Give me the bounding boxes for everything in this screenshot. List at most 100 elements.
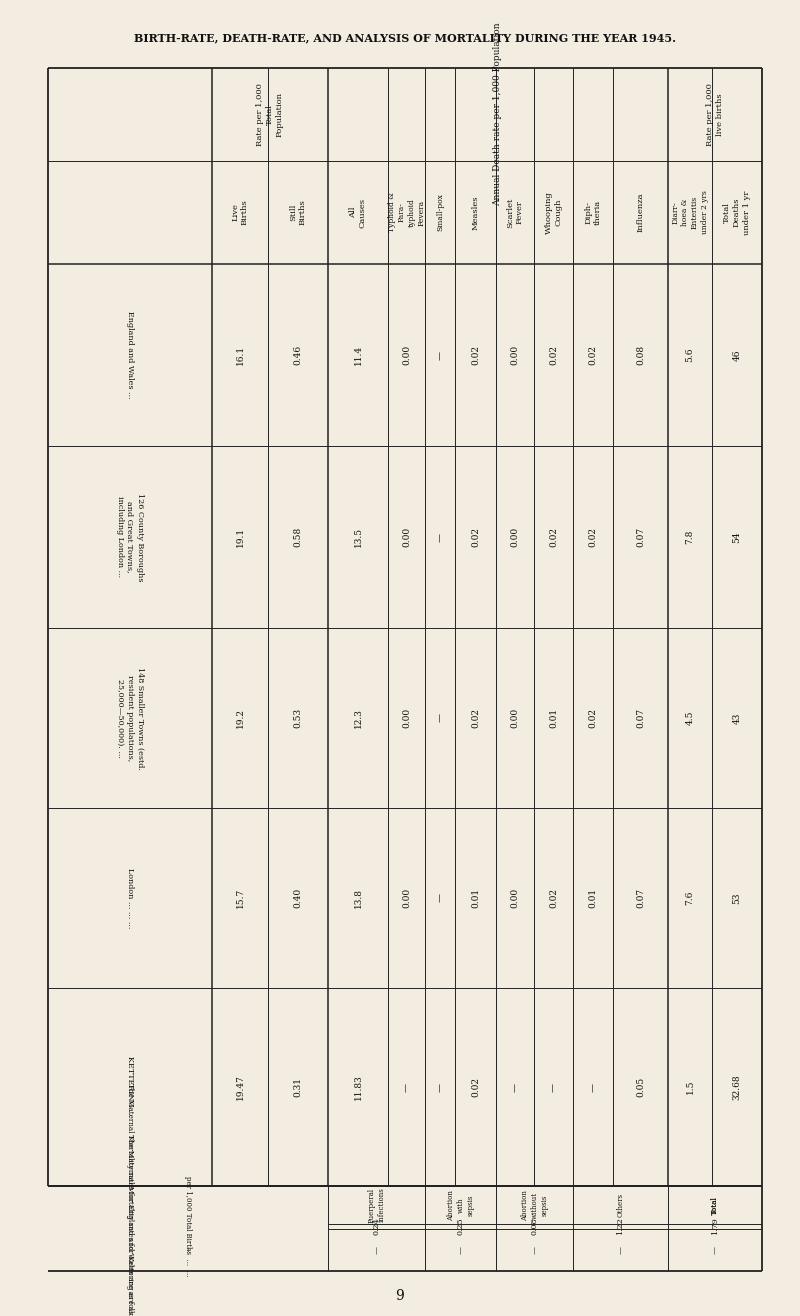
Text: Rate per 1,000
live births: Rate per 1,000 live births — [706, 83, 724, 146]
Text: 0.00: 0.00 — [402, 526, 411, 547]
Text: —: — — [530, 1246, 538, 1254]
Text: Puerperal
infections: Puerperal infections — [368, 1187, 386, 1223]
Text: Live
Births: Live Births — [231, 200, 249, 225]
Text: —: — — [435, 713, 445, 722]
Text: 1.79: 1.79 — [711, 1217, 719, 1236]
Text: 19.2: 19.2 — [235, 708, 245, 728]
Text: 0.07: 0.07 — [636, 526, 645, 547]
Text: 0.02: 0.02 — [589, 708, 598, 728]
Text: per 1,000 Total Births  ...  ...: per 1,000 Total Births ... ... — [184, 1177, 192, 1277]
Text: 19.1: 19.1 — [235, 526, 245, 547]
Text: KETTERING ...: KETTERING ... — [126, 1057, 134, 1117]
Text: Scarlet
Fever: Scarlet Fever — [506, 197, 524, 228]
Text: —: — — [457, 1246, 465, 1254]
Text: 16.1: 16.1 — [235, 345, 245, 365]
Text: Total: Total — [711, 1196, 719, 1215]
Text: 0.01: 0.01 — [549, 708, 558, 728]
Text: 0.02: 0.02 — [549, 345, 558, 365]
Text: England and Wales ...: England and Wales ... — [126, 312, 134, 399]
Text: 0.58: 0.58 — [294, 526, 302, 547]
Text: 148 Smaller Towns (estd.
resident populations,
25,000—50,000). ...: 148 Smaller Towns (estd. resident popula… — [116, 667, 144, 770]
Text: Whooping
Cough: Whooping Cough — [545, 191, 562, 234]
Text: 126 County Boroughs
and Great Towns,
including London ...: 126 County Boroughs and Great Towns, inc… — [116, 492, 144, 582]
Text: 0.02: 0.02 — [549, 526, 558, 547]
Text: 0.02: 0.02 — [471, 345, 480, 365]
Text: 0.00: 0.00 — [402, 888, 411, 908]
Text: 53: 53 — [733, 892, 742, 904]
Text: 0.08: 0.08 — [636, 345, 645, 365]
Text: 5.6: 5.6 — [686, 347, 694, 362]
Text: 0.46: 0.46 — [294, 345, 302, 365]
Text: The Maternal Mortality rates for Kettering are as follows :—: The Maternal Mortality rates for Ketteri… — [126, 1134, 134, 1316]
Text: 0.24: 0.24 — [373, 1217, 381, 1236]
Text: 0.02: 0.02 — [471, 526, 480, 547]
Text: 54: 54 — [733, 532, 742, 542]
Text: Total
Deaths
under 1 yr: Total Deaths under 1 yr — [723, 191, 750, 234]
Text: 0.00: 0.00 — [402, 708, 411, 728]
Text: 0.07: 0.07 — [636, 708, 645, 728]
Text: 7.8: 7.8 — [686, 530, 694, 545]
Text: 0.01: 0.01 — [471, 888, 480, 908]
Text: 9: 9 — [396, 1288, 404, 1303]
Text: —: — — [589, 1083, 598, 1091]
Text: 0.00: 0.00 — [402, 345, 411, 365]
Text: 1.22: 1.22 — [617, 1217, 625, 1236]
Text: BIRTH-RATE, DEATH-RATE, AND ANALYSIS OF MORTALITY DURING THE YEAR 1945.: BIRTH-RATE, DEATH-RATE, AND ANALYSIS OF … — [134, 33, 676, 43]
Text: 13.8: 13.8 — [354, 888, 362, 908]
Text: 11.4: 11.4 — [354, 345, 362, 365]
Text: —: — — [435, 350, 445, 359]
Text: —: — — [373, 1246, 381, 1254]
Text: 0.40: 0.40 — [294, 888, 302, 908]
Text: Influenza: Influenza — [637, 192, 645, 232]
Text: 32.68: 32.68 — [733, 1074, 742, 1100]
Text: 0.08: 0.08 — [530, 1217, 538, 1236]
Text: Total: Total — [711, 1196, 719, 1213]
Text: 0.02: 0.02 — [549, 888, 558, 908]
Text: 0.00: 0.00 — [510, 345, 519, 365]
Text: Still
Births: Still Births — [289, 200, 307, 225]
Text: 43: 43 — [733, 712, 742, 724]
Text: ...: ... — [184, 1246, 192, 1253]
Text: 0.31: 0.31 — [294, 1076, 302, 1098]
Text: 15.7: 15.7 — [235, 888, 245, 908]
Text: 0.02: 0.02 — [589, 526, 598, 547]
Text: Diarr-
hoea &
Enteritis
under 2 yrs: Diarr- hoea & Enteritis under 2 yrs — [671, 191, 709, 234]
Text: 0.00: 0.00 — [510, 888, 519, 908]
Text: London ... ... ...: London ... ... ... — [126, 867, 134, 928]
Text: 46: 46 — [733, 349, 742, 361]
Text: 13.5: 13.5 — [354, 526, 362, 547]
Text: —: — — [435, 533, 445, 541]
Text: Annual Death-rate per 1,000 Population: Annual Death-rate per 1,000 Population — [494, 22, 502, 207]
Text: —: — — [435, 1083, 445, 1091]
Text: All
Causes: All Causes — [349, 197, 367, 228]
Text: 7.6: 7.6 — [686, 891, 694, 905]
Text: 12.3: 12.3 — [354, 708, 362, 728]
Text: Others: Others — [617, 1194, 625, 1217]
Text: Rate per 1,000
Total
Population: Rate per 1,000 Total Population — [256, 83, 284, 146]
Text: —: — — [402, 1083, 411, 1091]
Text: 4.5: 4.5 — [686, 711, 694, 725]
Text: 0.53: 0.53 — [294, 708, 302, 728]
Text: —: — — [435, 894, 445, 903]
Text: —: — — [510, 1083, 519, 1091]
Text: Typhoid &
Para-
typhoid
Fevera: Typhoid & Para- typhoid Fevera — [388, 192, 426, 233]
Text: Abortion
with
sepsis: Abortion with sepsis — [446, 1190, 474, 1220]
Text: 0.05: 0.05 — [636, 1076, 645, 1098]
Text: —: — — [549, 1083, 558, 1091]
Text: 0.02: 0.02 — [589, 345, 598, 365]
Text: 0.00: 0.00 — [510, 708, 519, 728]
Text: —: — — [711, 1246, 719, 1254]
Text: Diph-
theria: Diph- theria — [584, 200, 602, 225]
Text: 0.25: 0.25 — [457, 1217, 465, 1236]
Text: 1.5: 1.5 — [686, 1079, 694, 1094]
Text: 11.83: 11.83 — [354, 1074, 362, 1100]
Text: 0.01: 0.01 — [589, 888, 598, 908]
Text: The Maternal Mortality rates for England and Wales are as follows :—: The Maternal Mortality rates for England… — [126, 1083, 134, 1316]
Text: 0.02: 0.02 — [471, 1076, 480, 1098]
Text: 0.02: 0.02 — [471, 708, 480, 728]
Text: Abortion
without
sepsis: Abortion without sepsis — [521, 1190, 548, 1220]
Text: Small-pox: Small-pox — [436, 193, 444, 232]
Text: 0.07: 0.07 — [636, 888, 645, 908]
Text: 0.00: 0.00 — [510, 526, 519, 547]
Text: 19.47: 19.47 — [235, 1074, 245, 1100]
